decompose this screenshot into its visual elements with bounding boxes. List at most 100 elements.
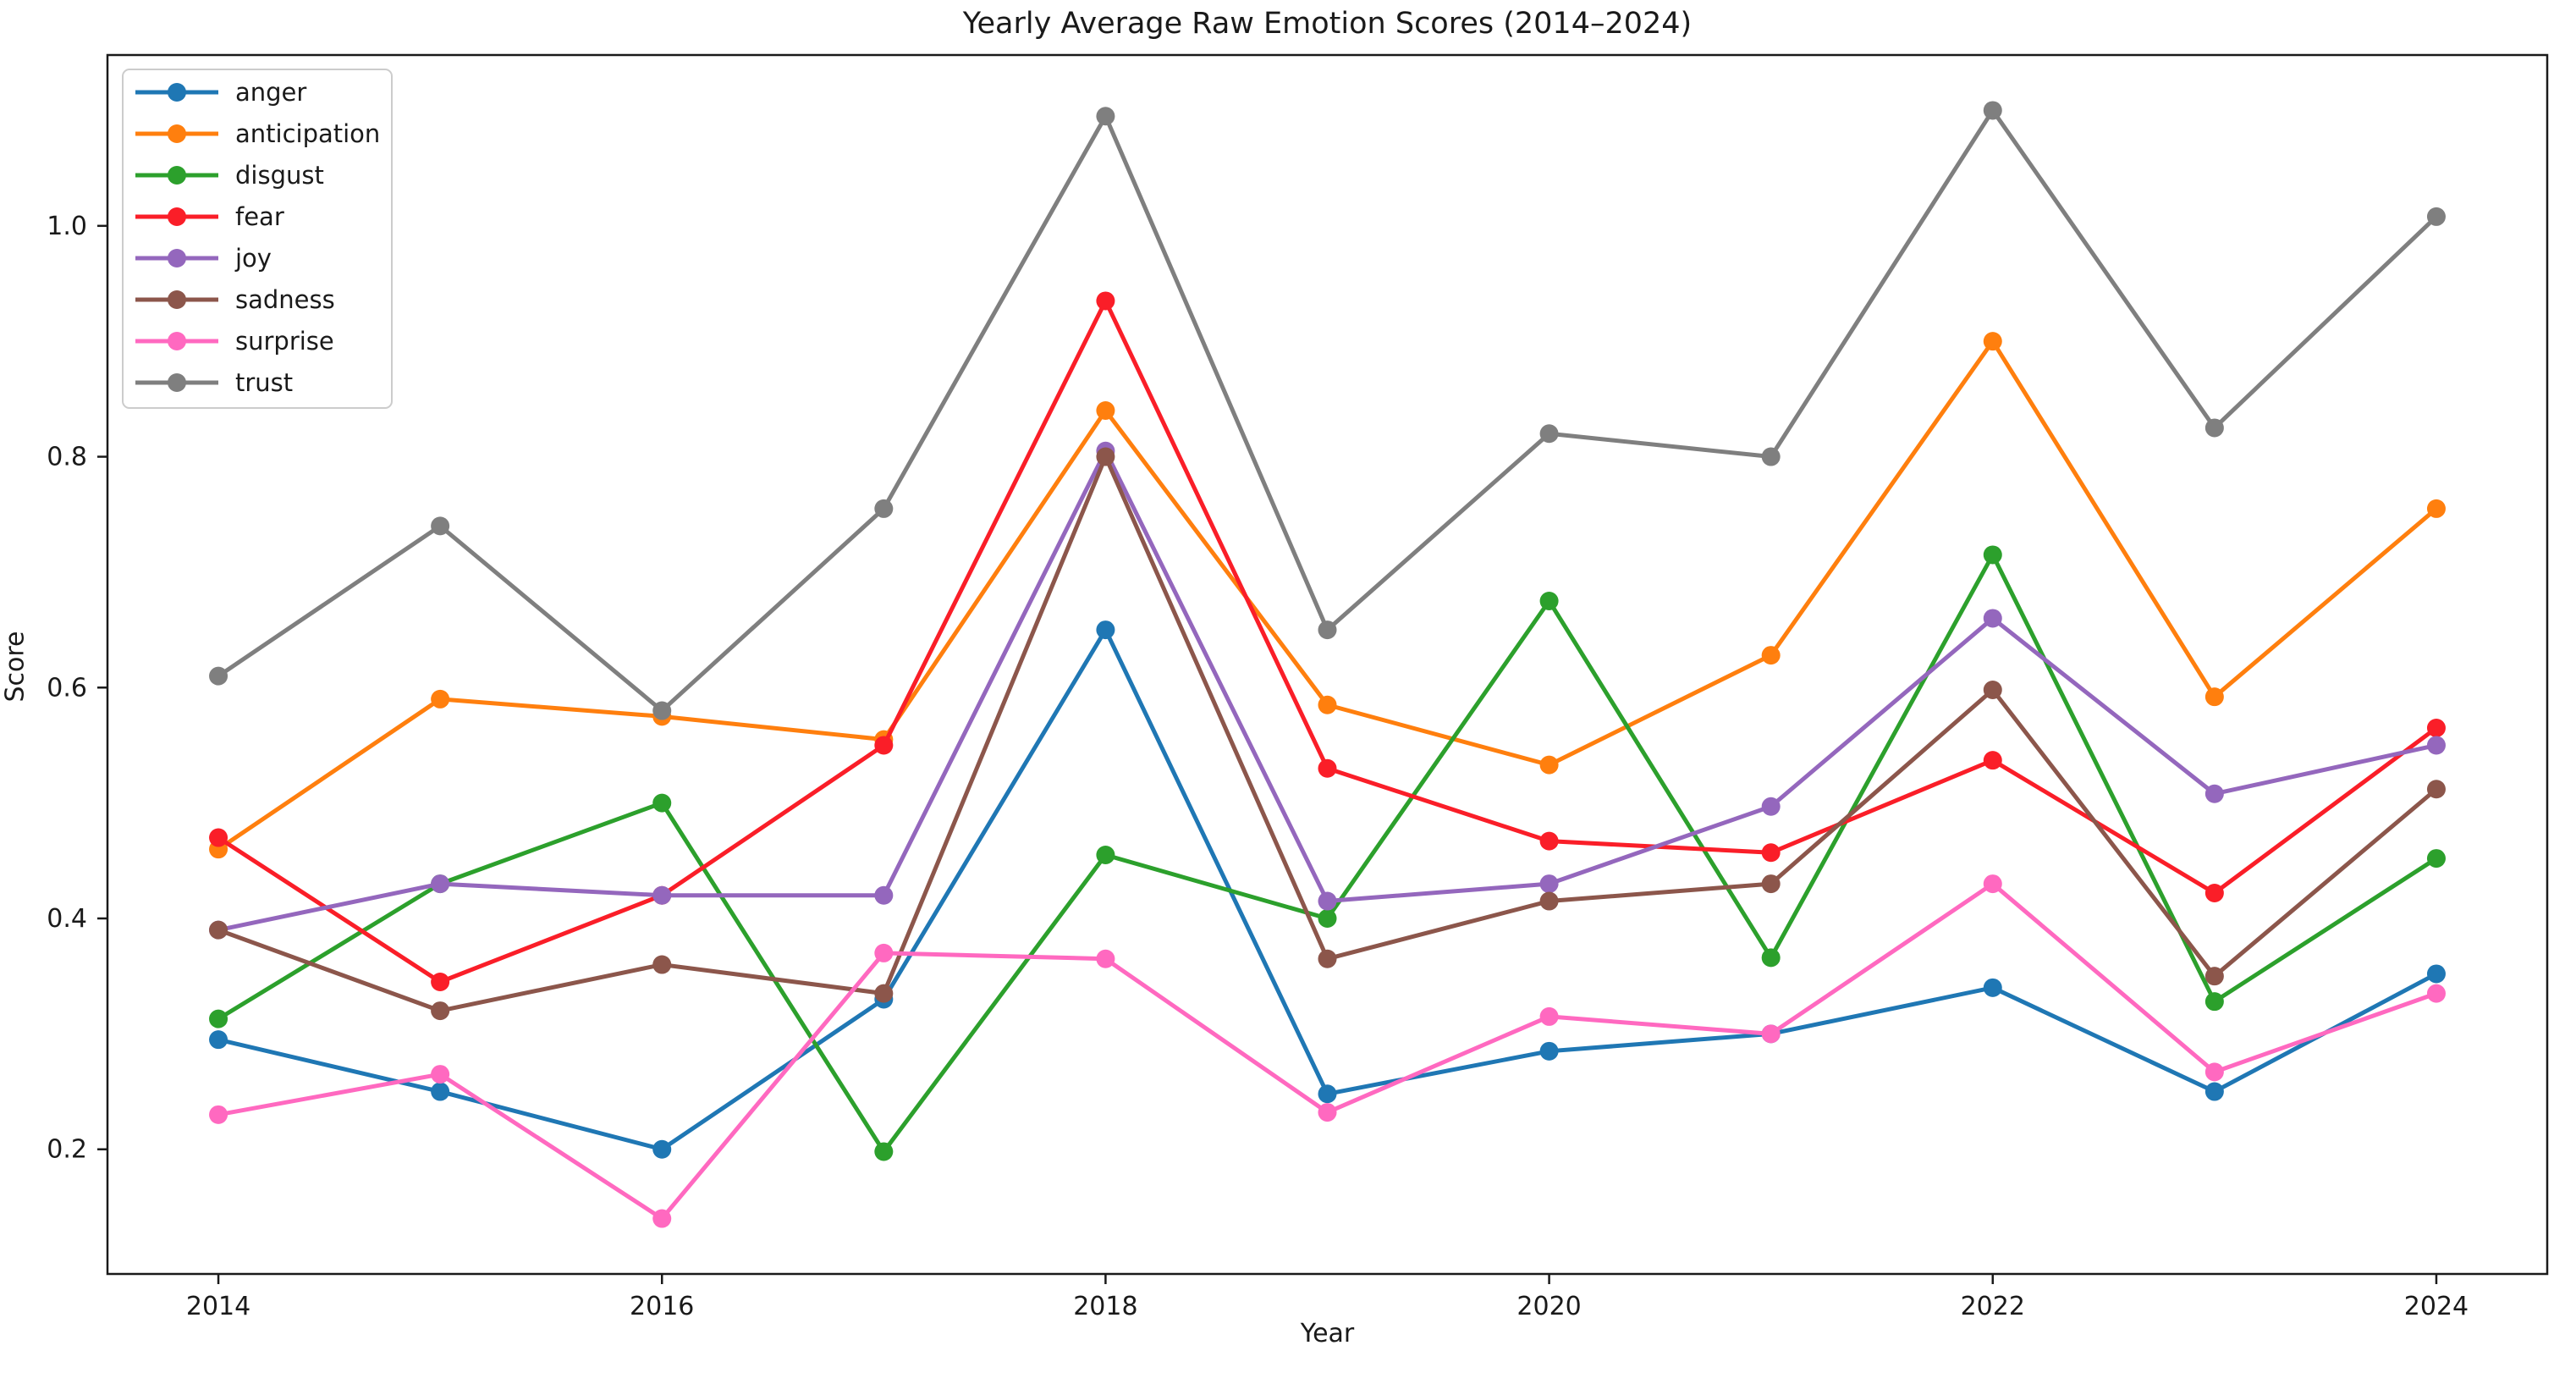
- legend-marker-surprise: [168, 332, 186, 350]
- data-point-anticipation: [2426, 499, 2446, 518]
- data-point-joy: [1539, 874, 1559, 894]
- data-point-surprise: [1539, 1006, 1559, 1026]
- data-point-sadness: [1096, 447, 1115, 466]
- legend-label-anger: anger: [235, 78, 306, 107]
- x-tick-label: 2018: [1073, 1292, 1137, 1321]
- data-point-anger: [1318, 1084, 1337, 1104]
- data-point-anticipation: [431, 689, 450, 709]
- data-point-surprise: [2426, 984, 2446, 1003]
- legend-item-disgust: disgust: [135, 161, 324, 190]
- data-point-trust: [1318, 620, 1337, 640]
- data-point-surprise: [652, 1209, 672, 1228]
- legend-marker-anger: [168, 83, 186, 102]
- data-point-fear: [1318, 758, 1337, 778]
- data-point-disgust: [1318, 909, 1337, 928]
- legend-box: [122, 69, 393, 409]
- legend-marker-trust: [168, 373, 186, 392]
- data-point-sadness: [1983, 681, 2002, 699]
- data-point-fear: [431, 973, 450, 991]
- x-tick-label: 2014: [186, 1292, 250, 1321]
- data-point-sadness: [1539, 891, 1559, 911]
- data-point-disgust: [1983, 545, 2002, 565]
- data-point-fear: [1983, 751, 2002, 770]
- data-point-anticipation: [1983, 332, 2002, 351]
- data-point-disgust: [1539, 592, 1559, 610]
- data-point-fear: [1096, 291, 1115, 311]
- legend-label-fear: fear: [235, 202, 284, 231]
- data-point-sadness: [2204, 967, 2224, 986]
- legend-label-sadness: sadness: [235, 285, 335, 314]
- data-point-disgust: [652, 793, 672, 813]
- data-point-sadness: [431, 1001, 450, 1021]
- data-point-anger: [652, 1139, 672, 1159]
- data-point-trust: [1761, 447, 1781, 466]
- legend-item-surprise: surprise: [135, 327, 334, 356]
- data-point-anticipation: [1318, 695, 1337, 714]
- legend-label-disgust: disgust: [235, 161, 324, 190]
- legend-marker-fear: [168, 207, 186, 226]
- data-point-joy: [1983, 609, 2002, 628]
- legend: anger anticipation disgust fear joy sadness su…: [122, 69, 393, 409]
- data-point-sadness: [2426, 780, 2446, 799]
- x-tick-label: 2016: [630, 1292, 694, 1321]
- data-point-sadness: [652, 955, 672, 974]
- data-point-fear: [1761, 843, 1781, 863]
- x-tick-label: 2020: [1516, 1292, 1581, 1321]
- data-point-surprise: [431, 1065, 450, 1084]
- data-point-trust: [1539, 424, 1559, 444]
- series-line-surprise: [217, 881, 2437, 1221]
- y-tick-label: 0.2: [47, 1135, 87, 1165]
- data-point-trust: [2426, 207, 2446, 226]
- data-point-surprise: [1983, 874, 2002, 894]
- data-point-surprise: [1761, 1024, 1781, 1044]
- data-point-surprise: [874, 943, 894, 962]
- series-markers-trust: [209, 101, 2446, 720]
- data-point-anger: [2426, 964, 2446, 984]
- data-point-anger: [209, 1030, 228, 1050]
- data-point-surprise: [1096, 949, 1115, 968]
- series-markers-sadness: [209, 447, 2446, 1021]
- data-point-anticipation: [1096, 401, 1115, 420]
- y-tick-label: 0.6: [47, 673, 87, 703]
- data-point-disgust: [2426, 849, 2446, 868]
- y-tick-label: 1.0: [47, 212, 87, 241]
- legend-marker-joy: [168, 249, 186, 267]
- data-point-trust: [1096, 107, 1115, 126]
- data-point-anticipation: [1539, 755, 1559, 775]
- legend-marker-sadness: [168, 290, 186, 309]
- data-point-trust: [874, 499, 894, 518]
- x-tick-label: 2024: [2404, 1292, 2469, 1321]
- x-axis-label: Year: [1300, 1319, 1355, 1348]
- legend-label-joy: joy: [234, 244, 272, 273]
- y-tick-label: 0.4: [47, 904, 87, 934]
- data-point-fear: [209, 828, 228, 847]
- data-point-joy: [2204, 784, 2224, 803]
- data-point-fear: [2426, 719, 2446, 737]
- series-markers-anticipation: [209, 332, 2446, 859]
- data-point-surprise: [2204, 1062, 2224, 1082]
- y-tick-label: 0.8: [47, 443, 87, 472]
- legend-marker-anticipation: [168, 124, 186, 143]
- data-point-trust: [2204, 418, 2224, 438]
- data-point-joy: [874, 885, 894, 905]
- plot-frame: [106, 53, 2549, 1276]
- data-point-fear: [1539, 831, 1559, 851]
- legend-label-anticipation: anticipation: [235, 119, 380, 148]
- data-point-anger: [1096, 620, 1115, 640]
- data-point-anger: [1983, 978, 2002, 997]
- data-point-sadness: [874, 984, 894, 1003]
- data-point-surprise: [1318, 1103, 1337, 1122]
- legend-item-anger: anger: [135, 78, 306, 107]
- legend-marker-disgust: [168, 166, 186, 185]
- data-point-joy: [2426, 736, 2446, 755]
- data-point-disgust: [1761, 948, 1781, 968]
- data-point-trust: [209, 666, 228, 686]
- data-point-joy: [1761, 797, 1781, 816]
- data-point-disgust: [2204, 992, 2224, 1012]
- data-point-fear: [874, 736, 894, 755]
- legend-label-trust: trust: [235, 368, 293, 397]
- data-point-anger: [431, 1082, 450, 1101]
- series-markers-surprise: [209, 874, 2446, 1228]
